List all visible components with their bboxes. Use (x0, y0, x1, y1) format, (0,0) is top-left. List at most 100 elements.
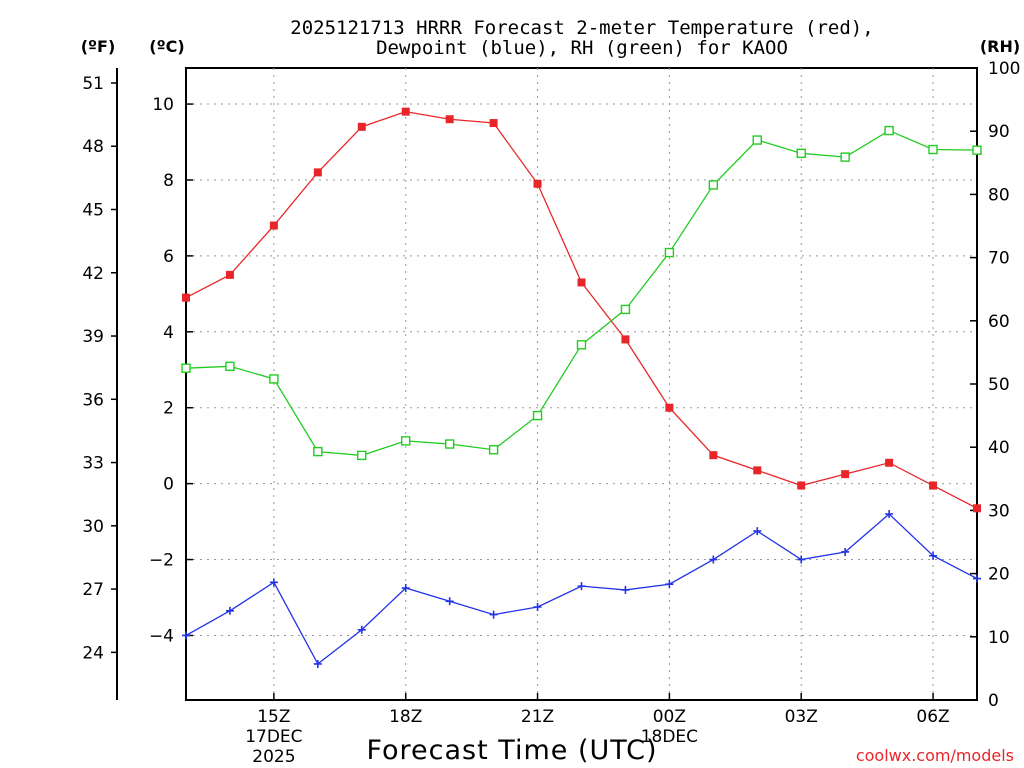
temperature-point (709, 451, 718, 460)
rh-point (401, 436, 411, 446)
temperature-point (182, 293, 190, 302)
fahrenheit-tick-label: 42 (82, 264, 104, 284)
year-tick-label: 2025 (252, 747, 295, 767)
chart-title-line2: Dewpoint (blue), RH (green) for KAOO (376, 37, 788, 59)
rh-point (181, 363, 191, 373)
date-tick-label: 18DEC (641, 727, 698, 747)
temperature-point (753, 466, 762, 475)
temperature-point (929, 481, 938, 490)
temperature-point (313, 168, 322, 177)
credit-text: coolwx.com/models (856, 746, 1014, 765)
temperature-point (533, 179, 542, 188)
celsius-tick-label: 2 (163, 399, 174, 419)
series-layer (181, 107, 982, 668)
rh-tick-label: 40 (988, 438, 1010, 458)
rh-series-line (185, 129, 978, 457)
dewpoint-point (973, 574, 981, 583)
rh-tick-label: 60 (988, 312, 1010, 332)
temperature-point (621, 335, 630, 344)
temperature-point (269, 221, 278, 230)
dewpoint-point (797, 555, 806, 564)
rh-point (752, 135, 762, 145)
fahrenheit-tick-label: 33 (82, 454, 104, 474)
fahrenheit-tick-label: 45 (82, 200, 104, 220)
fahrenheit-tick-label: 24 (82, 643, 104, 663)
temperature-point (577, 278, 586, 287)
rh-point (488, 445, 499, 455)
date-tick-label: 17DEC (245, 727, 302, 747)
celsius-tick-label: 0 (163, 475, 174, 495)
rh-tick-label: 80 (988, 185, 1010, 205)
dewpoint-point (753, 527, 762, 536)
ticks-layer: 1086420−2−451484542393633302724100908070… (82, 59, 1020, 767)
time-tick-label: 15Z (257, 707, 290, 727)
fahrenheit-tick-label: 51 (82, 74, 104, 94)
rh-point (708, 180, 719, 190)
rh-tick-label: 10 (988, 628, 1010, 648)
fahrenheit-unit-label: (ºF) (81, 37, 116, 56)
temperature-point (841, 470, 850, 479)
rh-tick-label: 90 (988, 122, 1010, 142)
dewpoint-point (621, 585, 630, 594)
rh-tick-label: 0 (988, 691, 999, 711)
temperature-point (885, 458, 894, 467)
temperature-point (665, 403, 674, 412)
temperature-point (797, 481, 806, 490)
celsius-tick-label: 6 (163, 247, 174, 267)
fahrenheit-tick-label: 39 (82, 327, 104, 347)
temperature-point (489, 119, 498, 128)
plot-frame (185, 67, 978, 701)
temperature-point (445, 115, 454, 124)
dewpoint-point (841, 547, 850, 556)
time-tick-label: 21Z (521, 707, 554, 727)
rh-point (840, 152, 850, 162)
time-tick-label: 06Z (916, 707, 949, 727)
temperature-point (401, 107, 410, 116)
celsius-unit-label: (ºC) (149, 37, 184, 56)
fahrenheit-tick-label: 30 (82, 517, 104, 537)
celsius-tick-label: −4 (149, 626, 174, 646)
celsius-tick-label: 4 (163, 323, 174, 343)
rh-point (884, 125, 894, 136)
rh-tick-label: 20 (988, 565, 1010, 585)
rh-point (357, 450, 367, 461)
grid-layer (186, 68, 977, 700)
temperature-point (357, 122, 366, 131)
rh-point (928, 144, 938, 155)
fahrenheit-tick-label: 27 (82, 580, 104, 600)
dewpoint-point (313, 659, 322, 668)
celsius-tick-label: 8 (163, 171, 174, 191)
rh-point (444, 439, 455, 449)
rh-point (225, 361, 235, 372)
rh-point (576, 340, 587, 350)
rh-point (620, 304, 631, 315)
rh-point (796, 148, 806, 159)
time-tick-label: 03Z (785, 707, 818, 727)
rh-point (269, 374, 279, 384)
rh-point (664, 247, 675, 258)
dewpoint-point (709, 555, 718, 564)
dewpoint-point (269, 578, 278, 587)
fahrenheit-tick-label: 36 (82, 390, 104, 410)
rh-unit-label: (RH) (980, 37, 1020, 56)
time-tick-label: 00Z (653, 707, 686, 727)
rh-point (313, 446, 323, 457)
rh-tick-label: 100 (988, 59, 1020, 79)
dewpoint-point (489, 610, 498, 619)
rh-tick-label: 70 (988, 249, 1010, 269)
temperature-series-line (185, 110, 978, 509)
rh-point (532, 410, 543, 421)
celsius-tick-label: 10 (152, 95, 174, 115)
dewpoint-point (885, 510, 894, 519)
dewpoint-point (665, 580, 674, 589)
dewpoint-point (929, 551, 938, 560)
dewpoint-point (533, 603, 542, 612)
dewpoint-point (182, 631, 190, 640)
rh-tick-label: 30 (988, 501, 1010, 521)
time-tick-label: 18Z (389, 707, 422, 727)
dewpoint-point (445, 597, 454, 606)
rh-tick-label: 50 (988, 375, 1010, 395)
chart-title-line1: 2025121713 HRRR Forecast 2-meter Tempera… (290, 17, 873, 39)
temperature-point (225, 270, 234, 279)
